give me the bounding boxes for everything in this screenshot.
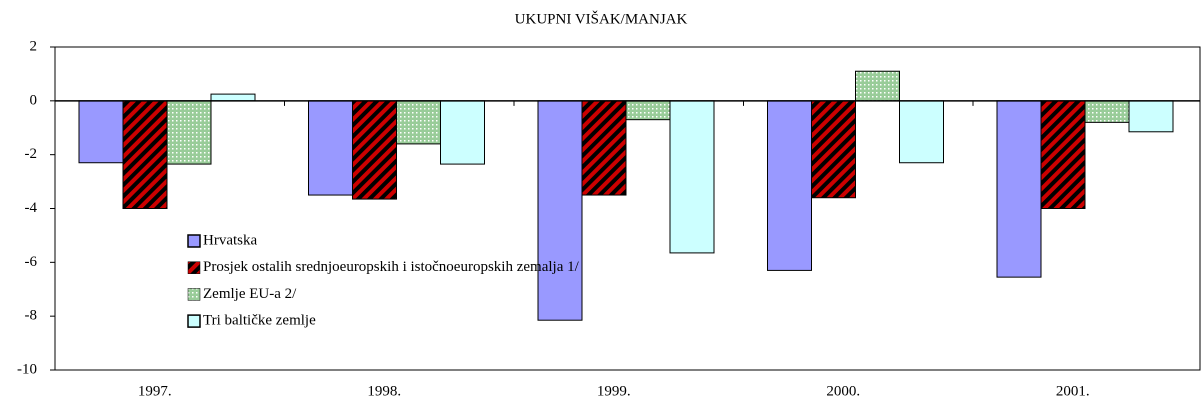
- y-tick-label: 0: [30, 92, 38, 108]
- bar: [78, 100, 124, 164]
- bar: [440, 100, 485, 165]
- bar: [996, 100, 1042, 278]
- bar: [669, 100, 715, 254]
- x-tick-label: 1998.: [367, 383, 401, 399]
- bar: [1128, 100, 1174, 133]
- legend-swatch: [187, 261, 201, 274]
- x-tick-label: 1999.: [597, 383, 631, 399]
- bar: [581, 100, 627, 196]
- x-tick-label: 2001.: [1056, 383, 1090, 399]
- bar: [352, 100, 397, 200]
- bar: [811, 100, 856, 199]
- legend-label: Zemlje EU-a 2/: [203, 286, 297, 302]
- x-tick-label: 1997.: [138, 383, 172, 399]
- y-tick-label: -6: [25, 254, 38, 270]
- bar: [537, 100, 583, 321]
- legend-swatch: [187, 314, 201, 328]
- bar: [625, 100, 671, 121]
- legend-label: Tri baltičke zemlje: [203, 313, 316, 329]
- legend-swatch: [187, 288, 201, 301]
- bar: [855, 70, 900, 102]
- legend-label: Prosjek ostalih srednjoeuropskih i istoč…: [203, 259, 580, 275]
- bar: [767, 100, 812, 271]
- bar: [308, 100, 353, 196]
- bar: [1040, 100, 1086, 209]
- x-tick-label: 2000.: [826, 383, 860, 399]
- bar: [396, 100, 441, 145]
- legend-swatch: [187, 234, 201, 248]
- chart-title: UKUPNI VIŠAK/MANJAK: [515, 10, 688, 27]
- y-tick-label: -4: [25, 200, 38, 216]
- y-tick-label: -10: [17, 361, 37, 377]
- y-tick-label: -2: [25, 146, 38, 162]
- bar: [899, 100, 944, 164]
- y-tick-label: -8: [25, 308, 38, 324]
- y-tick-label: 2: [30, 38, 38, 54]
- bar: [122, 100, 168, 209]
- bar: [210, 93, 256, 102]
- bar: [166, 100, 212, 165]
- bar: [1084, 100, 1130, 123]
- legend-label: Hrvatska: [203, 232, 257, 248]
